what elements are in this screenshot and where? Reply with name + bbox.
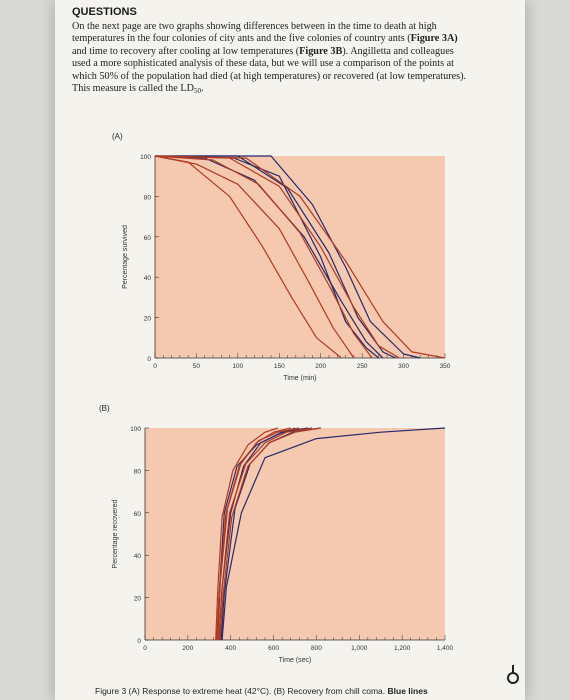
- para-line-3-tail: ). Angilletta and colleagues: [342, 45, 454, 57]
- series-line-red: [218, 427, 313, 641]
- chart-b: 0 20 40 60 80 100 0 200 400 600 800 1,000 1,200 1,400…: [112, 426, 454, 664]
- x-tick-label: 300: [398, 363, 409, 370]
- y-tick-label: 0: [137, 638, 141, 645]
- x-tick-label: 1,400: [437, 645, 454, 652]
- y-tick-label: 40: [134, 553, 142, 560]
- fig3b-ref: Figure 3B: [299, 45, 343, 57]
- y-tick-label: 20: [144, 316, 152, 323]
- series-line-red: [219, 427, 321, 641]
- para-line-5: which 50% of the population had died (at…: [72, 70, 467, 82]
- chart-a: 0 20 40 60 80 100 0 50 100 150 200 250 300 350 Time (m…: [122, 154, 451, 382]
- power-ring-icon: [507, 665, 519, 684]
- x-axis-label: Time (sec): [279, 657, 312, 664]
- x-tick-label: 350: [440, 363, 451, 370]
- y-tick-label: 60: [134, 511, 142, 518]
- y-axis-label: Percentage recovered: [112, 499, 119, 568]
- y-tick-label: 0: [147, 356, 151, 363]
- panel-b-label: (B): [99, 404, 110, 413]
- plot-background: [155, 156, 445, 358]
- y-tick-label: 80: [144, 194, 152, 201]
- caption-bold: Blue lines: [387, 686, 428, 696]
- para-line-6: This measure is called the LD: [72, 83, 194, 95]
- series-line-blue: [221, 427, 446, 641]
- x-tick-label: 1,200: [394, 645, 411, 652]
- x-tick-label: 0: [153, 363, 157, 370]
- plot-background: [145, 428, 445, 640]
- series-line-red: [217, 427, 300, 641]
- para-line-3: and time to recovery after cooling at lo…: [72, 45, 300, 57]
- x-tick-label: 0: [143, 645, 147, 652]
- question-paragraph: On the next page are two graphs showing …: [72, 21, 467, 96]
- x-tick-label: 250: [357, 363, 368, 370]
- x-tick-label: 50: [193, 363, 201, 370]
- x-axis-label: Time (min): [283, 375, 316, 382]
- y-tick-label: 80: [134, 468, 142, 475]
- ld-subscript: 50: [193, 87, 201, 96]
- fig3a-ref: Figure 3A): [410, 33, 458, 45]
- y-axis-label: Percentage survived: [122, 225, 129, 289]
- x-tick-label: 200: [182, 645, 193, 652]
- series-line-red: [154, 155, 373, 359]
- x-tick-label: 1,000: [351, 645, 368, 652]
- panel-a-label: (A): [112, 132, 123, 141]
- y-tick-label: 100: [140, 154, 151, 161]
- series-line-red: [215, 427, 279, 641]
- para-line-2: temperatures in the four colonies of cit…: [72, 33, 411, 45]
- figure-caption: Figure 3 (A) Response to extreme heat (4…: [95, 686, 428, 696]
- y-tick-label: 40: [144, 275, 152, 282]
- para-line-4: used a more sophisticated analysis of th…: [72, 58, 454, 70]
- series-line-blue: [154, 155, 384, 359]
- caption-text: Figure 3 (A) Response to extreme heat (4…: [95, 686, 386, 696]
- document-page: QUESTIONS On the next page are two graph…: [55, 0, 525, 700]
- x-tick-label: 150: [274, 363, 285, 370]
- x-tick-label: 600: [268, 645, 279, 652]
- y-tick-label: 100: [130, 426, 141, 433]
- x-tick-label: 200: [315, 363, 326, 370]
- series-line-red: [154, 155, 446, 359]
- x-tick-label: 400: [225, 645, 236, 652]
- y-tick-label: 20: [134, 596, 142, 603]
- y-tick-label: 60: [144, 235, 152, 242]
- questions-heading: QUESTIONS: [72, 6, 137, 18]
- x-tick-label: 800: [311, 645, 322, 652]
- series-line-blue: [155, 155, 421, 359]
- para-line-1: On the next page are two graphs showing …: [72, 21, 437, 32]
- series-line-red: [154, 155, 355, 359]
- x-tick-label: 100: [232, 363, 243, 370]
